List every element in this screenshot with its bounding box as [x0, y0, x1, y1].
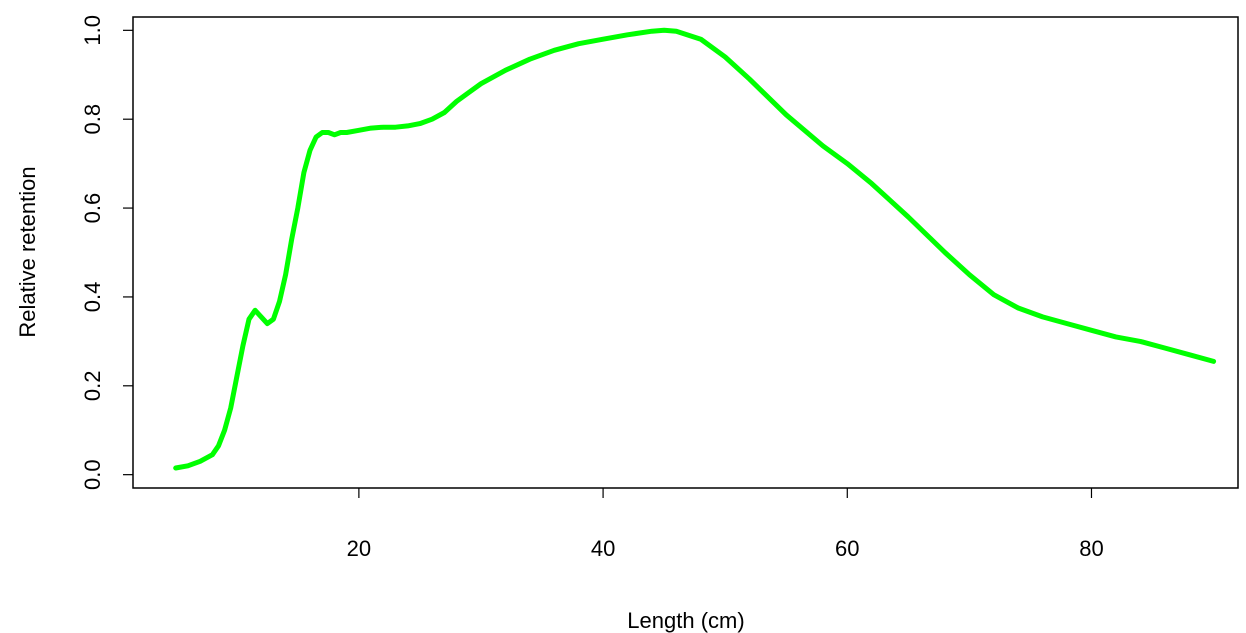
y-tick-label: 0.2	[80, 371, 105, 402]
y-tick-label: 1.0	[80, 15, 105, 46]
series-layer	[173, 27, 1217, 471]
x-tick-label: 60	[835, 536, 859, 561]
y-axis-label: Relative retention	[15, 166, 40, 337]
series-line	[173, 27, 1217, 471]
y-tick-label: 0.0	[80, 459, 105, 490]
x-tick-label: 20	[347, 536, 371, 561]
x-axis-label: Length (cm)	[627, 608, 744, 633]
y-tick-label: 0.4	[80, 282, 105, 313]
x-axis: 20 40 60 80	[347, 488, 1104, 561]
y-axis: 0.0 0.2 0.4 0.6 0.8 1.0	[80, 15, 133, 490]
x-tick-label: 80	[1079, 536, 1103, 561]
y-tick-label: 0.8	[80, 104, 105, 135]
y-tick-label: 0.6	[80, 193, 105, 224]
plot-frame	[132, 16, 1239, 489]
x-tick-label: 40	[591, 536, 615, 561]
